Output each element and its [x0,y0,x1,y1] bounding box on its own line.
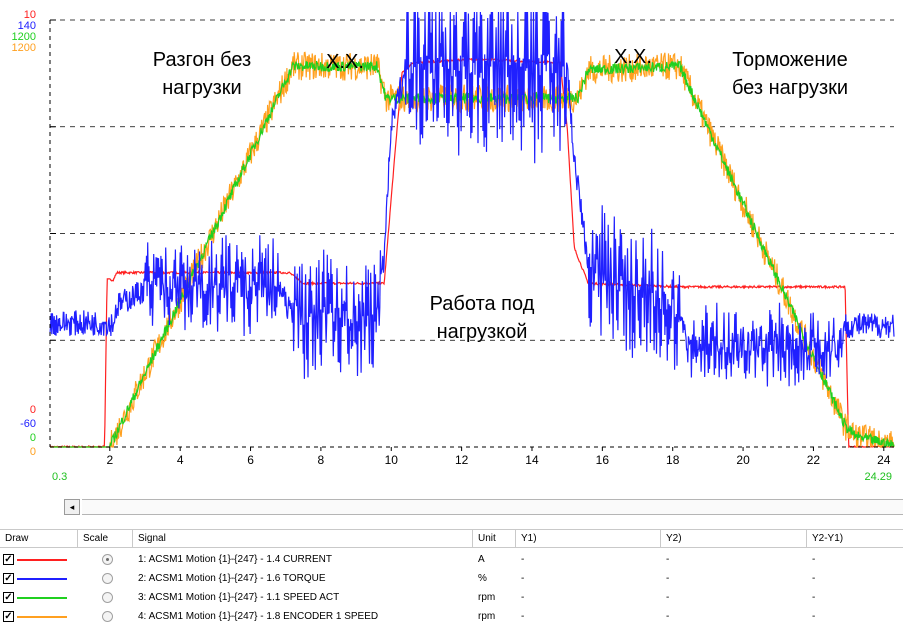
series-layer [49,11,895,449]
y-scale-max-label: 1200 [12,42,36,54]
signal-y2-y1: - [812,554,816,565]
signal-name: 2: ACSM1 Motion {1}-{247} - 1.6 TORQUE [138,573,326,584]
signal-row[interactable]: ✓ 4: ACSM1 Motion {1}-{247} - 1.8 ENCODER… [0,607,903,626]
signal-row[interactable]: ✓ 1: ACSM1 Motion {1}-{247} - 1.4 CURRENT… [0,550,903,569]
chart-annotation: Х.Х. [326,51,364,73]
draw-checkbox[interactable]: ✓ [3,573,14,584]
signal-color-swatch [17,616,67,618]
y-scale-min-label: -60 [20,418,36,430]
signal-unit: % [478,573,487,584]
y-scale-min-label: 0 [30,446,36,458]
y-scale-max-label: 10 [24,9,36,21]
signal-row[interactable]: ✓ 3: ACSM1 Motion {1}-{247} - 1.1 SPEED A… [0,588,903,607]
scale-radio[interactable] [102,573,113,584]
signal-unit: rpm [478,592,496,603]
header-y1[interactable]: Y1) [516,530,661,548]
signal-color-swatch [17,559,67,561]
header-y2[interactable]: Y2) [661,530,807,548]
header-y2-y1[interactable]: Y2-Y1) [812,533,844,544]
signal-unit: rpm [478,611,496,622]
x-tick-label: 12 [455,453,469,467]
signal-name: 1: ACSM1 Motion {1}-{247} - 1.4 CURRENT [138,554,332,565]
annotation-layer: Разгон без нагрузки Х.Х. Х.Х. Торможение без … [153,46,848,343]
header-signal[interactable]: Signal [133,530,473,548]
y-scale-max-label: 140 [18,20,36,32]
scroll-track[interactable] [82,499,903,515]
x-end-label: 24.29 [864,471,892,483]
signal-y1: - [521,554,525,565]
signal-name: 4: ACSM1 Motion {1}-{247} - 1.8 ENCODER … [138,611,379,622]
signal-y2: - [666,573,670,584]
x-tick-label: 4 [177,453,184,467]
x-tick-label: 18 [666,453,680,467]
draw-checkbox[interactable]: ✓ [3,592,14,603]
scale-radio[interactable] [102,554,113,565]
y-scale-max-label: 1200 [12,31,36,43]
draw-checkbox[interactable]: ✓ [3,611,14,622]
signal-row[interactable]: ✓ 2: ACSM1 Motion {1}-{247} - 1.6 TORQUE%… [0,569,903,588]
chart-annotation: Разгон без нагрузки [153,49,251,99]
x-tick-label: 14 [525,453,539,467]
header-scale[interactable]: Scale [78,530,133,548]
x-tick-label: 10 [385,453,399,467]
axis-layer: 2 4 6 8 10 12 14 16 18 20 22 240.3 24.29100140-60120… [12,9,894,483]
trend-plot[interactable]: 2 4 6 8 10 12 14 16 18 20 22 240.3 24.29100140-60120… [0,0,903,490]
x-tick-label: 22 [807,453,821,467]
header-draw[interactable]: Draw [0,530,78,548]
series-line-2 [49,11,895,387]
y-scale-min-label: 0 [30,404,36,416]
chart-annotation: Х.Х. [614,46,652,68]
signal-name: 3: ACSM1 Motion {1}-{247} - 1.1 SPEED AC… [138,592,340,603]
signal-table-header: Draw Scale Signal Unit Y1) Y2) Y2-Y1) [0,529,903,548]
x-tick-label: 20 [736,453,750,467]
signal-y2: - [666,554,670,565]
signal-y2: - [666,592,670,603]
x-tick-label: 8 [318,453,325,467]
signal-color-swatch [17,578,67,580]
x-start-label: 0.3 [52,471,67,483]
signal-y2-y1: - [812,611,816,622]
horizontal-scrollbar[interactable]: ◂ [0,496,903,518]
signal-y2: - [666,611,670,622]
draw-checkbox[interactable]: ✓ [3,554,14,565]
signal-y1: - [521,592,525,603]
signal-y1: - [521,573,525,584]
signal-unit: A [478,554,485,565]
signal-table: Draw Scale Signal Unit Y1) Y2) Y2-Y1) ✓ 1… [0,529,903,635]
scale-radio[interactable] [102,611,113,622]
scale-radio[interactable] [102,592,113,603]
x-tick-label: 2 [106,453,113,467]
signal-y1: - [521,611,525,622]
header-unit[interactable]: Unit [473,530,516,548]
signal-y2-y1: - [812,573,816,584]
x-tick-label: 24 [877,453,891,467]
signal-color-swatch [17,597,67,599]
x-tick-label: 16 [596,453,610,467]
chart-annotation: Торможение без нагрузки [732,49,848,99]
y-scale-min-label: 0 [30,432,36,444]
signal-y2-y1: - [812,592,816,603]
scroll-left-arrow-icon[interactable]: ◂ [64,499,80,515]
x-tick-label: 6 [247,453,254,467]
chart-annotation: Работа под нагрузкой [430,293,535,343]
